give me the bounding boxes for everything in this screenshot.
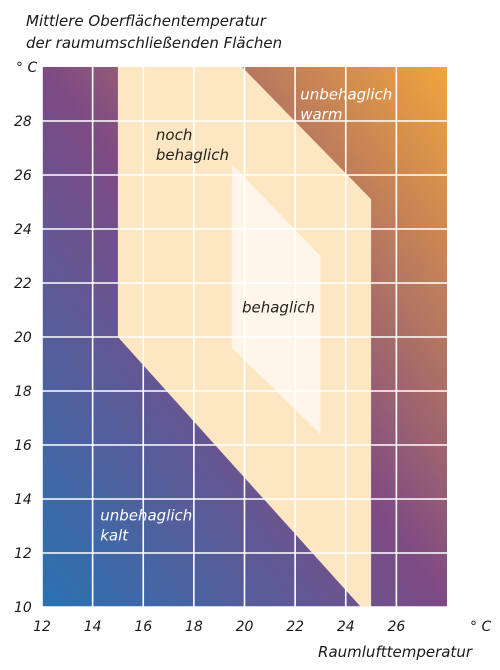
zone-label-unbehaglich-warm: unbehaglich warm xyxy=(300,85,392,123)
x-tick-label: 22 xyxy=(286,619,304,635)
x-tick-label: 18 xyxy=(185,619,203,635)
grid-lines xyxy=(41,67,447,608)
y-tick-label: 10 xyxy=(14,600,32,616)
zone-label-behaglich: behaglich xyxy=(242,299,315,317)
y-tick-label: 26 xyxy=(14,168,32,184)
zone-label-line: kalt xyxy=(100,527,129,545)
y-tick-label: 12 xyxy=(14,546,32,562)
y-tick-label: 14 xyxy=(14,492,32,508)
zone-label-unbehaglich-kalt: unbehaglich kalt xyxy=(100,507,192,545)
y-axis-unit: ° C xyxy=(16,60,37,76)
zone-behaglich xyxy=(231,164,321,435)
chart-subtitle: der raumumschließenden Flächen xyxy=(26,34,282,52)
x-tick-label: 12 xyxy=(33,619,51,635)
x-tick-label: 14 xyxy=(84,619,102,635)
y-tick-label: 22 xyxy=(14,276,32,292)
y-tick-label: 20 xyxy=(14,330,32,346)
x-axis-label: Raumlufttemperatur xyxy=(318,643,473,661)
x-axis-ticks: 12 14 16 18 20 22 24 26 xyxy=(33,619,405,635)
zone-label-line: unbehaglich xyxy=(100,507,192,525)
chart-title: Mittlere Oberflächentemperatur xyxy=(26,12,267,30)
zone-label-noch-behaglich: noch behaglich xyxy=(156,126,229,164)
y-tick-label: 16 xyxy=(14,438,32,454)
zone-label-line: unbehaglich xyxy=(300,85,392,103)
x-tick-label: 20 xyxy=(236,619,254,635)
zone-label-line: behaglich xyxy=(156,146,229,164)
y-tick-label: 24 xyxy=(14,222,32,238)
zone-label-line: noch xyxy=(156,126,192,144)
zone-label-line: behaglich xyxy=(242,299,315,317)
y-axis-ticks: 10 12 14 16 18 20 22 24 26 28 xyxy=(14,114,32,616)
x-axis-unit: ° C xyxy=(470,619,491,635)
y-tick-label: 28 xyxy=(14,114,32,130)
x-tick-label: 16 xyxy=(134,619,152,635)
x-tick-label: 24 xyxy=(337,619,355,635)
zone-label-line: warm xyxy=(300,105,342,123)
x-tick-label: 26 xyxy=(387,619,405,635)
y-tick-label: 18 xyxy=(14,384,32,400)
